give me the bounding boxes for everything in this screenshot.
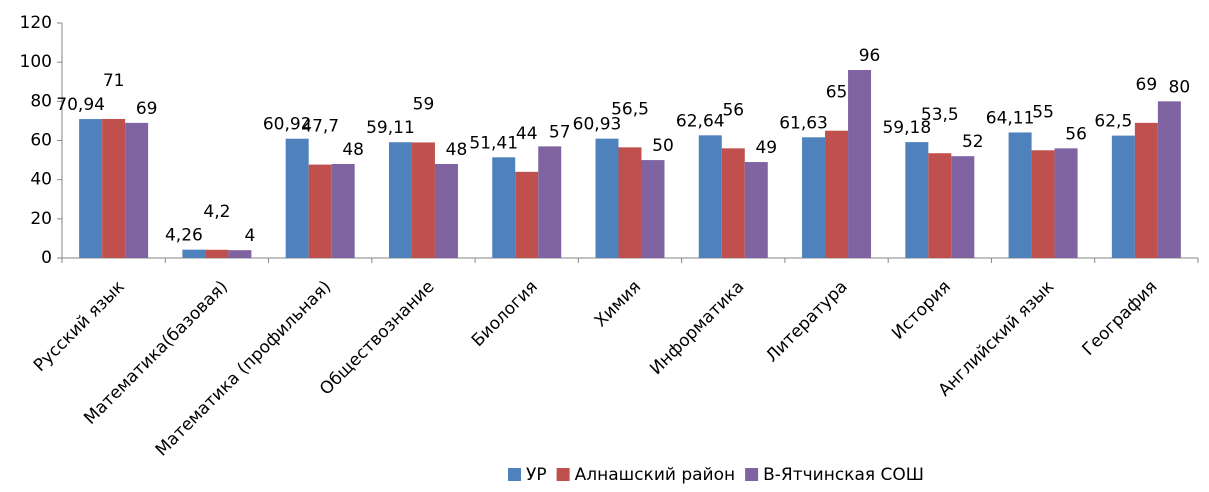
data-label: 70,94: [56, 95, 105, 115]
x-tick-label: Математика (профильная): [152, 277, 336, 461]
bar: [744, 162, 768, 258]
bar: [721, 148, 745, 258]
x-tick-label: Информатика: [646, 277, 748, 379]
bar: [182, 249, 206, 258]
data-label: 62,64: [676, 111, 725, 131]
y-tick-label: 0: [41, 248, 52, 268]
bar: [905, 142, 929, 258]
x-tick-label: География: [1079, 277, 1162, 360]
bar: [434, 164, 458, 258]
bar: [951, 156, 975, 258]
data-label: 53,5: [921, 105, 959, 125]
y-tick-label: 120: [20, 13, 52, 33]
bar: [102, 118, 126, 258]
data-label: 59,18: [882, 118, 931, 138]
x-tick-label: Биология: [468, 277, 542, 351]
data-label: 71: [103, 71, 125, 91]
bar: [331, 164, 355, 258]
data-label: 52: [962, 132, 984, 152]
bar: [285, 138, 309, 258]
data-label: 50: [652, 136, 674, 156]
y-tick-label: 40: [30, 170, 52, 190]
bar: [825, 130, 849, 258]
x-tick-label: Обществознание: [316, 277, 438, 399]
data-label: 4: [244, 226, 255, 246]
data-label: 69: [1136, 75, 1158, 95]
data-label: 60,92: [263, 115, 312, 135]
bar: [1111, 135, 1135, 258]
data-label: 49: [755, 138, 777, 158]
y-tick-label: 80: [30, 91, 52, 111]
data-label: 44: [516, 124, 538, 144]
data-label: 60,93: [573, 115, 622, 135]
bar: [595, 138, 619, 258]
data-label: 80: [1169, 77, 1191, 97]
data-label: 65: [826, 83, 848, 103]
data-label: 64,11: [986, 108, 1035, 128]
data-label: 48: [446, 140, 468, 160]
legend-label: Алнашский район: [575, 465, 735, 485]
legend-label: УР: [526, 465, 547, 485]
bar: [1008, 132, 1032, 258]
legend-swatch: [508, 468, 521, 481]
data-label: 51,41: [469, 133, 518, 153]
data-label: 59,11: [366, 118, 415, 138]
data-label: 56: [1065, 124, 1087, 144]
data-label: 69: [136, 99, 158, 119]
bar: [125, 122, 149, 258]
y-tick-label: 100: [20, 52, 52, 72]
data-label: 56,5: [611, 99, 649, 119]
legend-swatch: [556, 468, 570, 481]
bar: [1031, 150, 1055, 258]
y-tick-label: 60: [30, 131, 52, 151]
bar: [79, 119, 103, 258]
bar: [802, 137, 826, 258]
data-label: 4,2: [203, 202, 230, 222]
bar: [515, 171, 539, 258]
data-label: 48: [342, 140, 364, 160]
x-tick-label: Литература: [762, 277, 852, 367]
bar: [308, 164, 332, 258]
bar: [1157, 101, 1181, 258]
bar: [848, 70, 872, 258]
bar: [698, 135, 722, 258]
data-label: 4,26: [165, 226, 203, 246]
data-label: 59: [413, 94, 435, 114]
y-tick-label: 20: [30, 209, 52, 229]
bar: [538, 146, 562, 258]
legend-swatch: [745, 468, 759, 481]
bar: [228, 250, 252, 258]
x-tick-label: Английский язык: [935, 277, 1059, 401]
data-label: 61,63: [779, 113, 828, 133]
x-tick-label: История: [888, 277, 955, 344]
bar: [1054, 148, 1078, 258]
data-label: 56: [722, 100, 744, 120]
bar: [205, 249, 229, 258]
data-label: 96: [859, 46, 881, 66]
x-tick-label: Химия: [591, 277, 645, 331]
bar: [388, 142, 412, 258]
bar: [492, 157, 516, 258]
data-label: 47,7: [301, 117, 339, 137]
bar: [641, 160, 665, 258]
legend-label: В-Ятчинская СОШ: [763, 465, 924, 485]
data-label: 55: [1032, 102, 1054, 122]
bar: [1134, 122, 1158, 258]
bar: [411, 142, 435, 258]
x-tick-label: Русский язык: [30, 277, 129, 376]
data-label: 57: [549, 122, 571, 142]
data-label: 62,5: [1094, 112, 1132, 132]
bar: [618, 147, 642, 258]
bar: [928, 153, 952, 258]
